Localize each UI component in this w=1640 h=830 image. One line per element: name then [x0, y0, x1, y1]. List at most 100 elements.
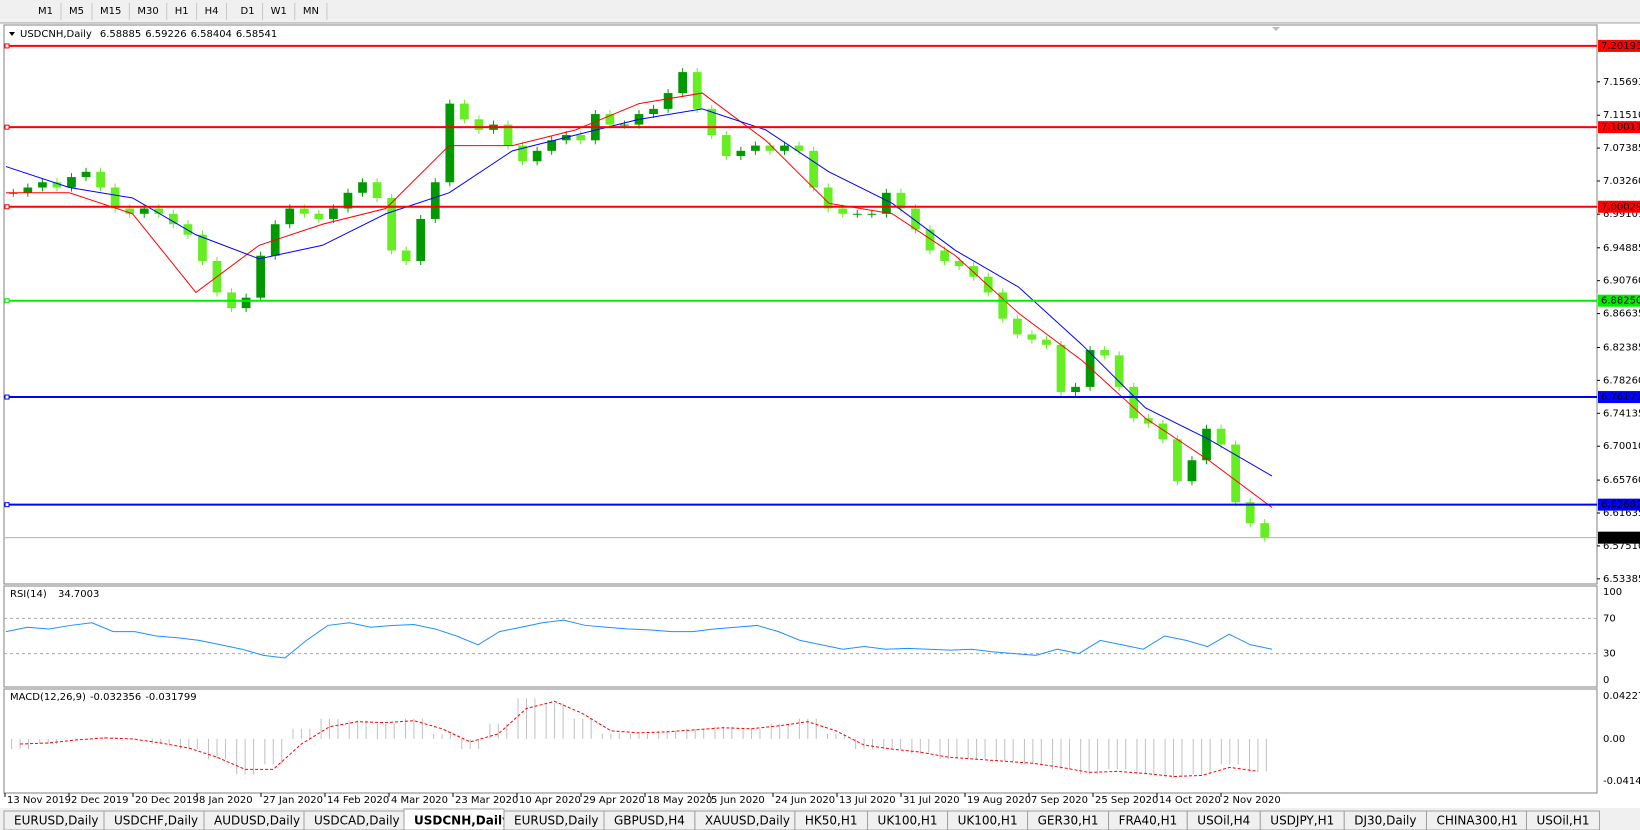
y-tick-label: 6.57510 [1603, 541, 1640, 552]
candle-body [882, 192, 891, 214]
tab-label[interactable]: EURUSD,Daily [514, 814, 599, 828]
x-tick-label: 29 Apr 2020 [583, 795, 645, 806]
level-price-label: 6.88250 [1601, 296, 1640, 307]
candle-body [1231, 444, 1240, 503]
chart-tab[interactable]: USOil,H4 [1186, 810, 1261, 830]
tab-label[interactable]: USDCAD,Daily [314, 814, 400, 828]
y-tick-label: 100 [1603, 587, 1622, 598]
candle-body [1202, 428, 1211, 461]
x-tick-label: 13 Nov 2019 [7, 795, 71, 806]
chart-tab[interactable]: FRA40,H1 [1108, 810, 1188, 830]
candle-body [896, 192, 906, 209]
toolbar [0, 0, 1640, 23]
tab-label[interactable]: FRA40,H1 [1119, 814, 1178, 828]
moving-average [5, 108, 1273, 477]
candle-body [38, 182, 47, 188]
dropdown-icon [9, 32, 15, 36]
candle-body [1100, 350, 1110, 356]
y-tick-label: 0.00 [1603, 734, 1625, 745]
chart-tab[interactable]: USDCNH,Daily [403, 808, 510, 830]
tab-label[interactable]: AUDUSD,Daily [214, 814, 300, 828]
timeframe-button[interactable]: M1 [38, 3, 62, 20]
chart-tab[interactable]: DJ30,Daily [1343, 810, 1427, 830]
candle-body [299, 208, 309, 214]
timeframe-button[interactable]: M5 [69, 3, 93, 20]
candle-body [1071, 386, 1080, 393]
candle-body [1187, 460, 1197, 482]
chart-tab[interactable]: CHINA300,H1 [1425, 810, 1527, 830]
x-tick-label: 2 Dec 2019 [71, 795, 129, 806]
tab-label[interactable]: HK50,H1 [805, 814, 858, 828]
ohlc-value: 6.58541 [236, 29, 277, 40]
chart-tab[interactable]: USDJPY,H1 [1259, 810, 1345, 830]
tab-label[interactable]: EURUSD,Daily [14, 814, 99, 828]
tab-label[interactable]: GER30,H1 [1038, 814, 1099, 828]
timeframe-button[interactable]: H4 [205, 3, 227, 20]
chart-tab[interactable]: UK100,H1 [947, 810, 1029, 830]
timeframe-button[interactable]: M30 [137, 3, 168, 20]
tab-label[interactable]: USDCNH,Daily [414, 814, 510, 828]
chart-tab[interactable]: EURUSD,Daily [3, 810, 105, 830]
timeframe-label[interactable]: H4 [205, 6, 219, 17]
candle-body [1173, 439, 1182, 482]
timeframe-label[interactable]: W1 [271, 6, 287, 17]
candle-body [620, 124, 629, 126]
candle-body [125, 208, 135, 214]
tab-label[interactable]: USOil,H4 [1197, 814, 1250, 828]
y-tick-label: 0.042275 [1603, 691, 1640, 702]
timeframe-label[interactable]: MN [303, 6, 319, 17]
candle-body [1056, 344, 1066, 393]
candle-body [736, 150, 746, 157]
tab-label[interactable]: CHINA300,H1 [1436, 814, 1518, 828]
candle-body [925, 229, 935, 251]
y-tick-label: 7.07385 [1603, 143, 1640, 154]
tab-background[interactable] [1525, 810, 1600, 830]
tab-label[interactable]: DJ30,Daily [1354, 814, 1416, 828]
candle-body [1027, 334, 1037, 340]
timeframe-button[interactable]: W1 [271, 3, 296, 20]
candle-body [285, 208, 295, 225]
shift-marker [1272, 27, 1280, 31]
timeframe-button[interactable]: H1 [175, 3, 198, 20]
chart-tab[interactable]: USOil,H1 [1525, 810, 1600, 830]
candle-body [954, 260, 964, 267]
chart-tab[interactable]: HK50,H1 [794, 810, 869, 830]
chart-tab[interactable]: AUDUSD,Daily [203, 810, 305, 830]
y-tick-label: 6.82385 [1603, 342, 1640, 353]
tab-label[interactable]: XAUUSD,Daily [705, 814, 790, 828]
tab-label[interactable]: USDJPY,H1 [1270, 814, 1334, 828]
candle-body [809, 150, 818, 188]
timeframe-label[interactable]: H1 [175, 6, 189, 17]
tab-label[interactable]: USDCHF,Daily [114, 814, 198, 828]
chart-tab[interactable]: GER30,H1 [1027, 810, 1110, 830]
level-handle [4, 43, 10, 49]
timeframe-label[interactable]: M5 [69, 6, 84, 17]
chart-tab[interactable]: XAUUSD,Daily [694, 810, 796, 830]
tab-label[interactable]: USOil,H1 [1536, 814, 1589, 828]
tab-label[interactable]: UK100,H1 [958, 814, 1018, 828]
chart-tab[interactable]: EURUSD,Daily [503, 810, 605, 830]
chart-tab[interactable]: UK100,H1 [867, 810, 949, 830]
tab-label[interactable]: UK100,H1 [878, 814, 938, 828]
chart-tab[interactable]: GBPUSD,H4 [603, 810, 696, 830]
timeframe-label[interactable]: M30 [137, 6, 158, 17]
level-price-label: 7.10011 [1601, 122, 1640, 133]
y-tick-label: 6.61635 [1603, 508, 1640, 519]
candle-body [154, 208, 164, 214]
y-tick-label: 6.86635 [1603, 309, 1640, 320]
timeframe-button[interactable]: M15 [100, 3, 130, 20]
timeframe-label[interactable]: M1 [38, 6, 53, 17]
candle-body [503, 124, 513, 146]
indicator-value: -0.031799 [145, 692, 196, 703]
candle-body [139, 208, 149, 214]
candle-body [1216, 428, 1226, 445]
candle-body [1114, 355, 1124, 387]
chart-tab[interactable]: USDCHF,Daily [103, 810, 205, 830]
timeframe-button[interactable]: D1 [241, 3, 264, 20]
chart-tab[interactable]: USDCAD,Daily [303, 810, 405, 830]
timeframe-label[interactable]: M15 [100, 6, 121, 17]
timeframe-label[interactable]: D1 [241, 6, 255, 17]
y-tick-label: 30 [1603, 649, 1616, 660]
tab-label[interactable]: GBPUSD,H4 [614, 814, 685, 828]
timeframe-button[interactable]: MN [303, 3, 328, 20]
